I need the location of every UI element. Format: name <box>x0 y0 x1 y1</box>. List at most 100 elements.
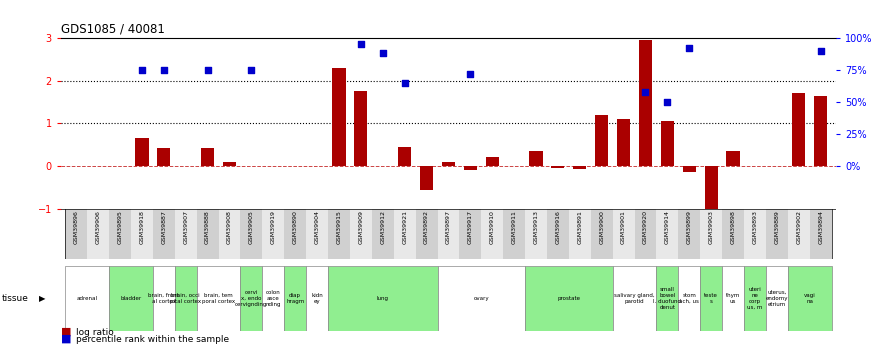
Bar <box>547 209 569 259</box>
Text: GSM39896: GSM39896 <box>73 210 79 244</box>
Bar <box>420 166 433 189</box>
Bar <box>657 266 678 331</box>
Point <box>157 67 171 73</box>
Bar <box>464 166 477 170</box>
Bar <box>551 166 564 168</box>
Text: adrenal: adrenal <box>77 296 98 301</box>
Bar <box>814 96 827 166</box>
Point <box>245 67 259 73</box>
Text: GSM39898: GSM39898 <box>730 210 736 244</box>
Text: GSM39905: GSM39905 <box>249 210 254 244</box>
Bar <box>766 266 788 331</box>
Text: GSM39893: GSM39893 <box>753 210 757 244</box>
Bar <box>263 209 284 259</box>
Bar <box>196 266 240 331</box>
Text: GSM39903: GSM39903 <box>709 210 714 244</box>
Bar <box>175 266 196 331</box>
Text: GSM39912: GSM39912 <box>380 210 385 244</box>
Bar <box>372 209 393 259</box>
Text: GSM39892: GSM39892 <box>424 210 429 244</box>
Point <box>134 67 149 73</box>
Bar <box>442 162 455 166</box>
Bar <box>87 209 109 259</box>
Text: GSM39900: GSM39900 <box>599 210 604 244</box>
Text: GSM39888: GSM39888 <box>205 210 211 244</box>
Text: small
bowel
I. duofund
denut: small bowel I. duofund denut <box>653 287 681 309</box>
Point <box>814 48 828 53</box>
Bar <box>153 209 175 259</box>
Bar <box>722 209 744 259</box>
Bar <box>683 166 696 172</box>
Point <box>638 89 652 95</box>
Bar <box>788 266 831 331</box>
Text: GSM39908: GSM39908 <box>227 210 232 244</box>
Bar <box>135 138 149 166</box>
Bar <box>766 209 788 259</box>
Bar <box>109 266 153 331</box>
Text: GSM39897: GSM39897 <box>446 210 451 244</box>
Bar <box>219 209 240 259</box>
Point <box>660 99 675 105</box>
Bar <box>657 209 678 259</box>
Bar <box>530 151 543 166</box>
Bar <box>332 68 346 166</box>
Bar <box>398 147 411 166</box>
Bar <box>788 209 810 259</box>
Bar <box>350 209 372 259</box>
Bar <box>437 209 460 259</box>
Text: GSM39910: GSM39910 <box>490 210 495 244</box>
Text: percentile rank within the sample: percentile rank within the sample <box>76 335 229 344</box>
Bar <box>328 209 350 259</box>
Bar <box>131 209 153 259</box>
Text: ■: ■ <box>61 326 72 336</box>
Text: GSM39887: GSM39887 <box>161 210 167 244</box>
Bar <box>284 209 306 259</box>
Point <box>463 71 478 77</box>
Bar <box>590 209 613 259</box>
Bar <box>525 209 547 259</box>
Bar <box>727 151 739 166</box>
Text: GSM39921: GSM39921 <box>402 210 407 244</box>
Bar <box>617 119 630 166</box>
Text: teste
s: teste s <box>704 293 718 304</box>
Text: GSM39906: GSM39906 <box>96 210 100 244</box>
Text: GSM39890: GSM39890 <box>293 210 297 244</box>
Bar <box>701 209 722 259</box>
Text: vagi
na: vagi na <box>804 293 815 304</box>
Text: GSM39915: GSM39915 <box>337 210 341 244</box>
Bar <box>525 266 613 331</box>
Bar <box>634 209 657 259</box>
Bar <box>65 266 109 331</box>
Bar <box>744 266 766 331</box>
Text: GSM39909: GSM39909 <box>358 210 364 244</box>
Bar <box>722 266 744 331</box>
Bar <box>792 93 806 166</box>
Point <box>398 80 412 86</box>
Text: colon
asce
nding: colon asce nding <box>265 290 281 307</box>
Text: brain, front
al cortex: brain, front al cortex <box>149 293 179 304</box>
Text: salivary gland,
parotid: salivary gland, parotid <box>615 293 655 304</box>
Text: prostate: prostate <box>557 296 581 301</box>
Bar <box>595 115 608 166</box>
Bar <box>158 148 170 166</box>
Text: GSM39899: GSM39899 <box>686 210 692 244</box>
Bar <box>437 266 525 331</box>
Bar <box>109 209 131 259</box>
Bar <box>65 209 87 259</box>
Text: uterus,
endomy
etrium: uterus, endomy etrium <box>765 290 788 307</box>
Bar <box>639 40 652 166</box>
Text: GSM39918: GSM39918 <box>140 210 144 244</box>
Bar <box>306 209 328 259</box>
Text: GDS1085 / 40081: GDS1085 / 40081 <box>61 22 165 36</box>
Text: GSM39907: GSM39907 <box>183 210 188 244</box>
Bar <box>701 266 722 331</box>
Bar <box>678 266 701 331</box>
Text: stom
ach, us: stom ach, us <box>679 293 699 304</box>
Text: GSM39902: GSM39902 <box>797 210 801 244</box>
Point <box>375 51 390 56</box>
Bar <box>328 266 437 331</box>
Bar <box>481 209 504 259</box>
Bar <box>153 266 175 331</box>
Text: kidn
ey: kidn ey <box>311 293 323 304</box>
Bar <box>504 209 525 259</box>
